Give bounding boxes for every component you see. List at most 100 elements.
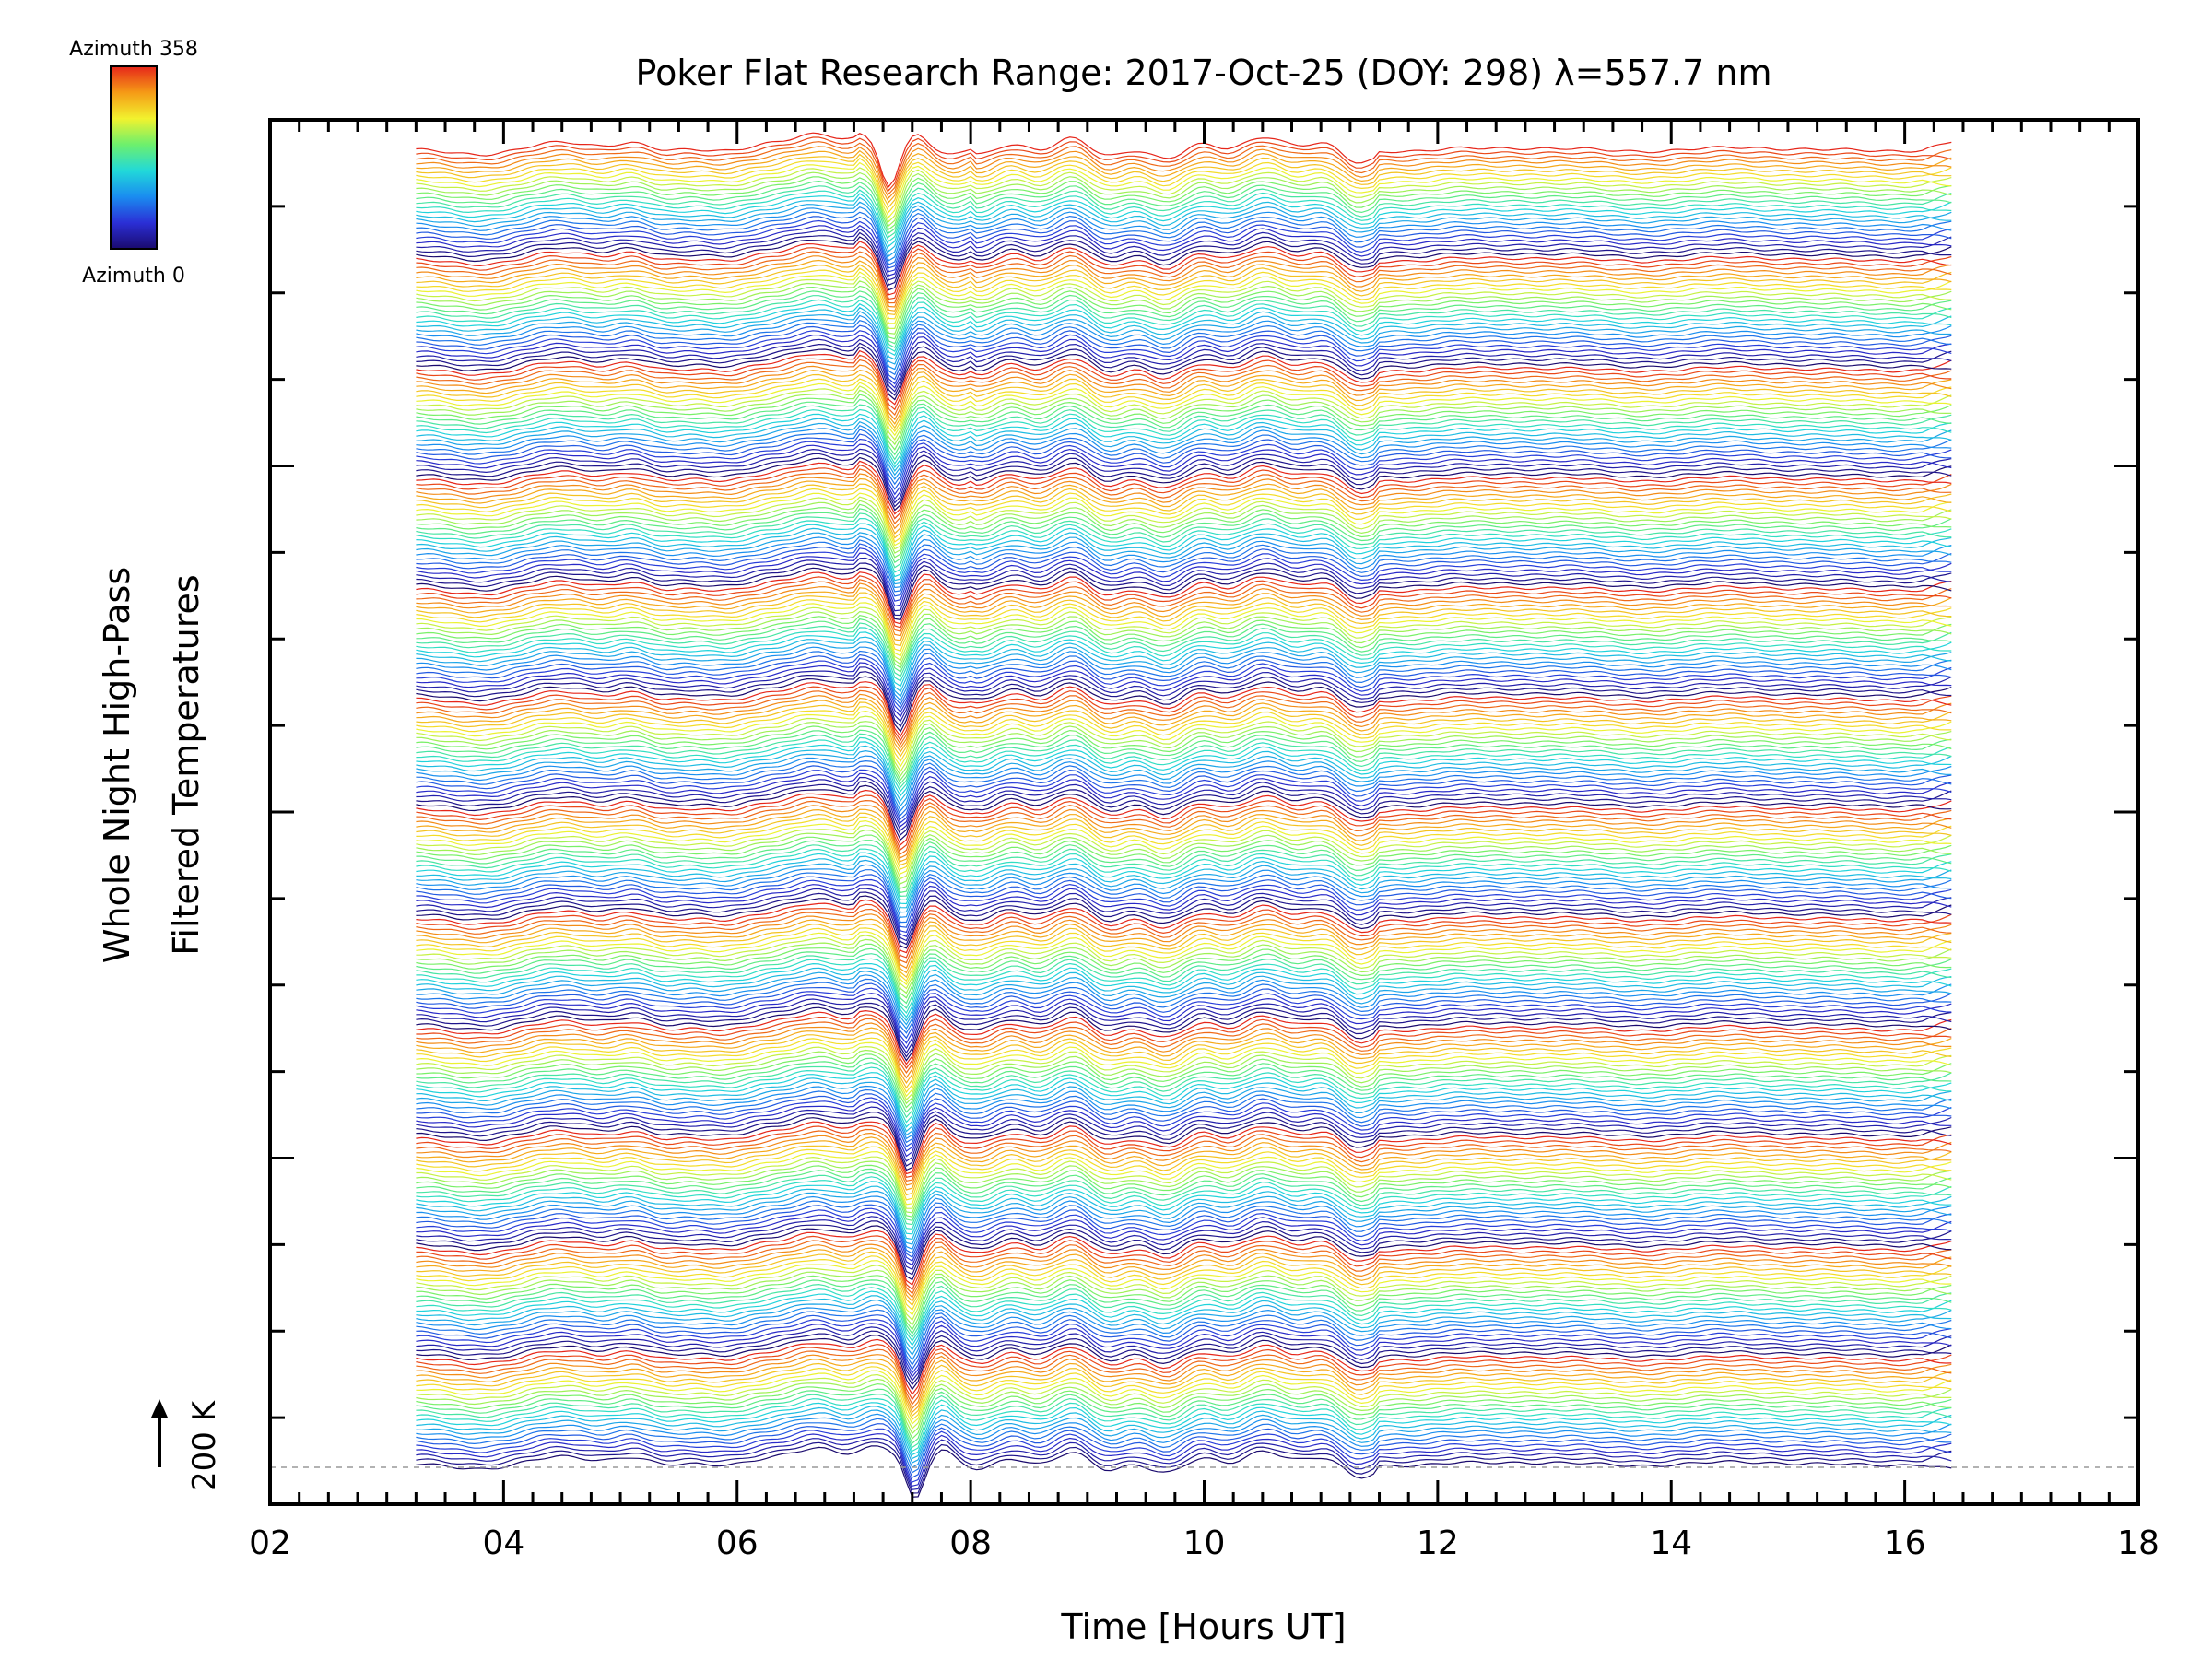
azimuth-trace	[416, 1041, 1952, 1098]
azimuth-trace	[416, 1413, 1952, 1469]
azimuth-trace	[416, 676, 1952, 733]
azimuth-trace	[416, 492, 1952, 547]
azimuth-trace	[416, 1081, 1952, 1136]
azimuth-trace	[416, 523, 1952, 578]
azimuth-trace	[416, 971, 1952, 1026]
azimuth-trace	[416, 1362, 1952, 1418]
azimuth-trace	[416, 161, 1952, 218]
azimuth-trace	[416, 1359, 1952, 1414]
azimuth-trace	[416, 385, 1952, 441]
scale-label: 200 K	[186, 1399, 223, 1491]
azimuth-trace	[416, 483, 1952, 539]
azimuth-trace	[416, 1265, 1952, 1322]
azimuth-trace	[416, 1204, 1952, 1258]
azimuth-trace	[416, 869, 1952, 924]
azimuth-trace	[416, 606, 1952, 662]
azimuth-trace	[416, 303, 1952, 357]
azimuth-trace	[416, 816, 1952, 870]
azimuth-trace	[416, 552, 1952, 607]
azimuth-trace	[416, 579, 1952, 632]
azimuth-trace	[416, 408, 1952, 465]
azimuth-trace	[416, 1085, 1952, 1140]
azimuth-trace	[416, 1014, 1952, 1070]
azimuth-trace	[416, 216, 1952, 269]
azimuth-trace	[416, 255, 1952, 308]
azimuth-trace	[416, 1319, 1952, 1374]
azimuth-trace	[416, 978, 1952, 1034]
x-tick-label: 04	[482, 1524, 524, 1562]
azimuth-trace	[416, 1423, 1952, 1478]
azimuth-trace	[416, 562, 1952, 617]
azimuth-trace	[416, 1101, 1952, 1158]
azimuth-trace	[416, 1269, 1952, 1326]
azimuth-trace	[416, 185, 1952, 238]
azimuth-trace	[416, 389, 1952, 446]
azimuth-trace	[416, 373, 1952, 429]
azimuth-trace	[416, 610, 1952, 665]
azimuth-trace	[416, 913, 1952, 970]
azimuth-trace	[416, 1141, 1952, 1196]
azimuth-trace	[416, 196, 1952, 253]
azimuth-trace	[416, 662, 1952, 718]
azimuth-trace	[416, 517, 1952, 573]
azimuth-trace	[416, 193, 1952, 247]
azimuth-trace	[416, 1428, 1952, 1483]
azimuth-trace	[416, 1255, 1952, 1312]
x-tick-label: 18	[2117, 1524, 2159, 1562]
azimuth-trace	[416, 167, 1952, 223]
azimuth-trace	[416, 1211, 1952, 1266]
azimuth-trace	[416, 532, 1952, 585]
azimuth-trace	[416, 689, 1952, 746]
azimuth-trace	[416, 993, 1952, 1050]
azimuth-trace	[416, 527, 1952, 582]
azimuth-trace	[416, 364, 1952, 421]
azimuth-trace	[416, 1220, 1952, 1276]
azimuth-trace	[416, 508, 1952, 564]
azimuth-trace	[416, 1275, 1952, 1331]
azimuth-trace	[416, 1382, 1952, 1440]
azimuth-trace	[416, 592, 1952, 647]
axis-ticks	[268, 118, 2140, 1506]
azimuth-trace	[416, 547, 1952, 602]
azimuth-trace	[416, 1314, 1952, 1371]
azimuth-trace	[416, 1418, 1952, 1474]
azimuth-trace	[416, 132, 1952, 188]
azimuth-trace	[416, 947, 1952, 1005]
azimuth-trace	[416, 745, 1952, 802]
x-axis-label: Time [Hours UT]	[1060, 1606, 1346, 1647]
azimuth-trace	[416, 1150, 1952, 1206]
azimuth-trace	[416, 231, 1952, 286]
azimuth-trace	[416, 180, 1952, 234]
azimuth-trace	[416, 418, 1952, 472]
azimuth-trace	[416, 805, 1952, 859]
azimuth-trace	[416, 943, 1952, 999]
azimuth-trace	[416, 794, 1952, 851]
azimuth-trace	[416, 834, 1952, 889]
x-tick-label: 06	[716, 1524, 759, 1562]
azimuth-trace	[416, 587, 1952, 641]
azimuth-trace	[416, 330, 1952, 385]
azimuth-trace	[416, 627, 1952, 682]
azimuth-trace	[416, 1128, 1952, 1182]
azimuth-trace	[416, 299, 1952, 352]
azimuth-trace	[416, 657, 1952, 713]
azimuth-trace	[416, 503, 1952, 559]
azimuth-trace	[416, 453, 1952, 508]
azimuth-trace	[416, 781, 1952, 836]
azimuth-trace	[416, 710, 1952, 768]
azimuth-trace	[416, 829, 1952, 885]
azimuth-trace	[416, 653, 1952, 710]
azimuth-trace	[416, 602, 1952, 657]
azimuth-trace	[416, 618, 1952, 673]
azimuth-trace	[416, 1338, 1952, 1395]
azimuth-trace	[416, 201, 1952, 257]
azimuth-trace	[416, 852, 1952, 905]
azimuth-trace	[416, 280, 1952, 335]
azimuth-trace	[416, 895, 1952, 949]
azimuth-trace	[416, 799, 1952, 855]
azimuth-trace	[416, 693, 1952, 749]
azimuth-trace	[416, 1207, 1952, 1263]
azimuth-trace	[416, 171, 1952, 227]
azimuth-trace	[416, 812, 1952, 866]
